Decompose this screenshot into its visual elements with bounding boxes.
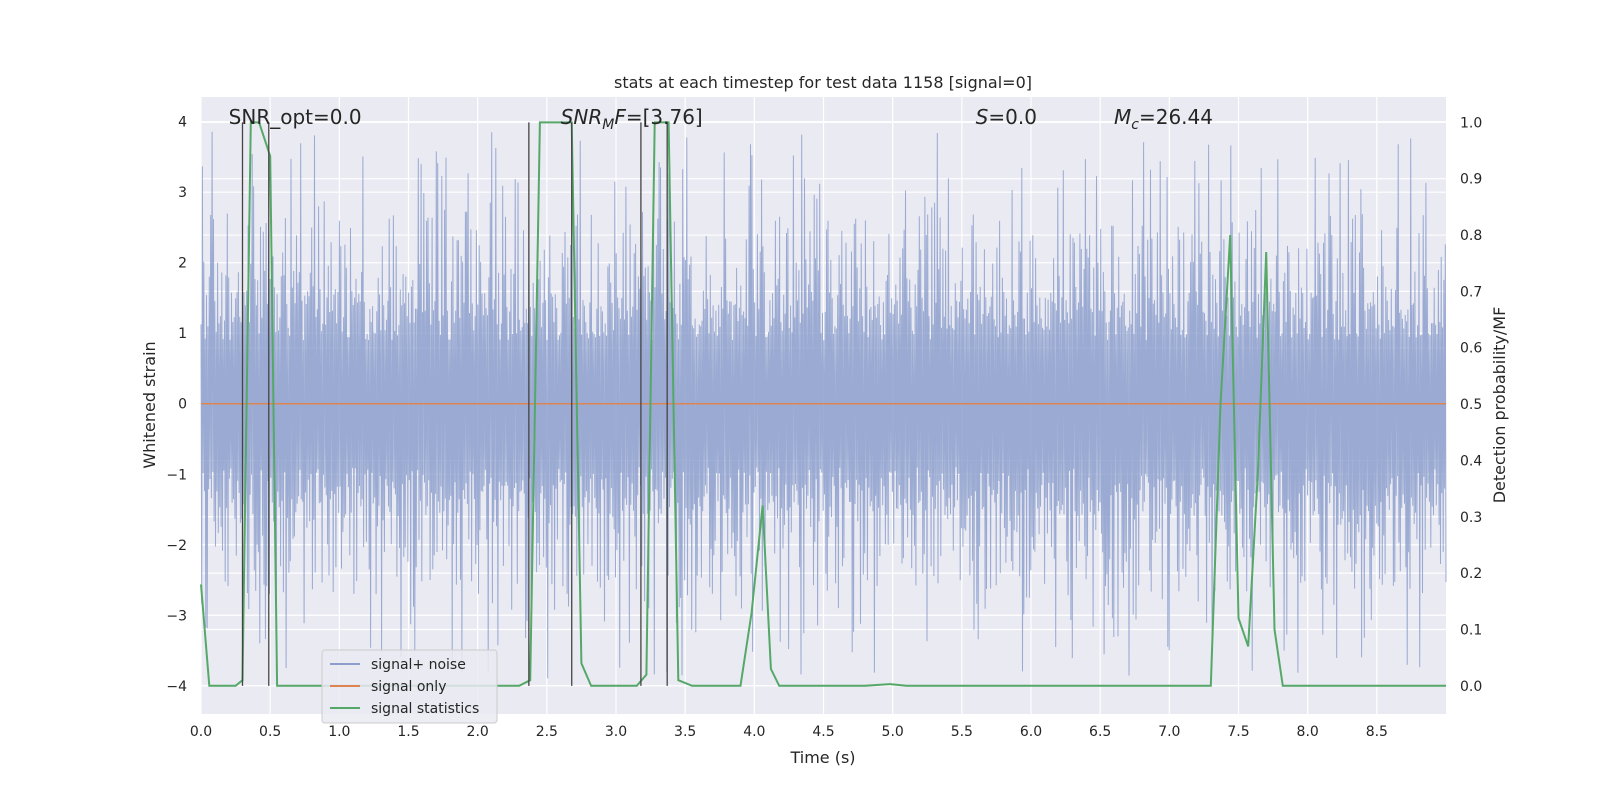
y-tick-label: 4	[178, 115, 187, 131]
y-tick-label: −2	[166, 538, 187, 554]
legend-box	[321, 649, 498, 724]
y-right-tick-label: 1.0	[1460, 115, 1482, 131]
x-tick-label: 2.0	[467, 724, 489, 740]
y-axis-label: Whitened strain	[140, 341, 159, 468]
y-right-tick-label: 0.3	[1460, 510, 1482, 526]
legend-label-signal-statistics: signal statistics	[371, 701, 479, 717]
y-right-tick-label: 0.7	[1460, 284, 1482, 300]
y-right-tick-labels: 0.0 0.1 0.2 0.3 0.4 0.5 0.6 0.7 0.8 0.9 1.0	[1460, 115, 1482, 694]
y-tick-label: 3	[178, 185, 187, 201]
x-tick-label: 6.0	[1020, 724, 1042, 740]
chart-annotation: SNR_opt=0.0	[229, 105, 362, 129]
x-tick-label: 0.5	[259, 724, 281, 740]
x-tick-label: 2.5	[536, 724, 558, 740]
y-tick-label: −3	[166, 608, 187, 624]
x-tick-label: 4.5	[812, 724, 834, 740]
x-tick-label: 7.5	[1227, 724, 1249, 740]
x-tick-label: 8.0	[1297, 724, 1319, 740]
x-tick-label: 6.5	[1089, 724, 1111, 740]
y-tick-label: −4	[166, 679, 187, 695]
legend-label-signal-noise: signal+ noise	[371, 657, 466, 673]
x-tick-label: 5.5	[951, 724, 973, 740]
chart-title: stats at each timestep for test data 115…	[614, 73, 1032, 92]
y-right-axis-label: Detection probability/MF	[1490, 307, 1509, 504]
y-right-tick-label: 0.1	[1460, 622, 1482, 638]
signal-statistics-line	[200, 121, 1446, 687]
x-tick-label: 4.0	[743, 724, 765, 740]
marker-lines	[241, 122, 668, 686]
y-right-tick-label: 0.8	[1460, 228, 1482, 244]
annotations: SNR_opt=0.0 SNRMF=[3.76] S=0.0 Mc=26.44	[229, 105, 1213, 133]
signal-noise-line	[200, 131, 1447, 679]
y-right-tick-label: 0.4	[1460, 453, 1482, 469]
x-tick-label: 3.5	[674, 724, 696, 740]
y-right-tick-label: 0.9	[1460, 172, 1482, 188]
chart-annotation: Mc=26.44	[1114, 105, 1213, 133]
x-tick-label: 0.0	[190, 724, 212, 740]
x-tick-label: 7.0	[1158, 724, 1180, 740]
y-right-tick-label: 0.0	[1460, 679, 1482, 695]
y-tick-label: 1	[178, 326, 187, 342]
y-right-tick-label: 0.5	[1460, 397, 1482, 413]
chart-annotation: S=0.0	[976, 105, 1037, 129]
y-tick-labels: −4 −3 −2 −1 0 1 2 3 4	[166, 115, 187, 695]
chart-annotation: SNRMF=[3.76]	[561, 105, 703, 133]
y-right-tick-label: 0.6	[1460, 341, 1482, 357]
y-tick-label: 2	[178, 256, 187, 272]
x-axis-label: Time (s)	[789, 748, 855, 767]
x-tick-labels: 0.0 0.5 1.0 1.5 2.0 2.5 3.0 3.5 4.0 4.5 5.0 5.5 6.0 6…	[190, 724, 1388, 740]
legend: signal+ noise signal only signal statist…	[321, 649, 498, 724]
x-tick-label: 3.0	[605, 724, 627, 740]
x-tick-label: 8.5	[1366, 724, 1388, 740]
y-right-tick-label: 0.2	[1460, 566, 1482, 582]
x-tick-label: 1.5	[397, 724, 419, 740]
signal-statistics-series	[200, 121, 1446, 687]
signal-noise-series	[200, 131, 1447, 679]
x-tick-label: 1.0	[328, 724, 350, 740]
y-tick-label: −1	[166, 467, 187, 483]
y-tick-label: 0	[178, 397, 187, 413]
legend-label-signal-only: signal only	[371, 679, 446, 695]
x-tick-label: 5.0	[882, 724, 904, 740]
